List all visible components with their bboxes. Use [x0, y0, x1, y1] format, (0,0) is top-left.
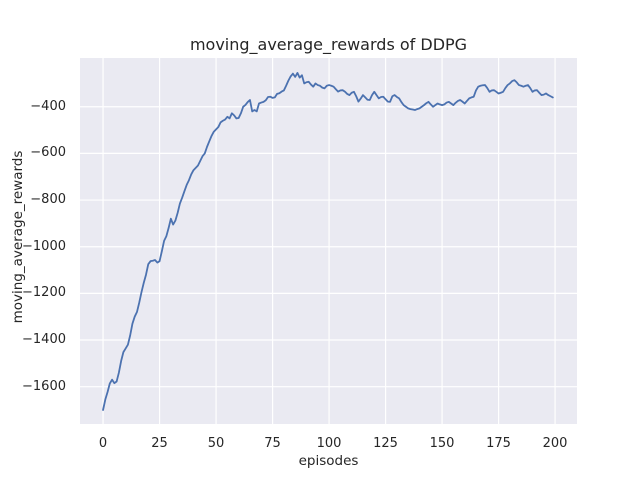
x-axis-label: episodes [298, 453, 359, 469]
y-tick-label: −600 [30, 145, 66, 161]
y-tick-label: −1000 [22, 238, 66, 254]
chart-title: moving_average_rewards of DDPG [189, 35, 468, 54]
data-line [102, 72, 554, 411]
x-tick-label: 100 [316, 436, 342, 451]
chart-canvas [80, 58, 577, 424]
y-tick-label: −800 [30, 192, 66, 208]
y-tick-label: −400 [30, 98, 66, 114]
y-tick-label: −1400 [22, 332, 66, 348]
plot-area [80, 58, 577, 424]
x-tick-label: 75 [264, 436, 281, 451]
x-tick-label: 50 [207, 436, 225, 451]
y-tick-label: −1600 [22, 378, 66, 394]
y-tick-label: −1200 [22, 285, 66, 301]
x-tick-label: 0 [98, 436, 108, 451]
x-tick-label: 150 [429, 436, 455, 451]
x-tick-label: 125 [373, 436, 398, 451]
x-tick-label: 200 [542, 436, 568, 451]
x-tick-label: 25 [151, 436, 168, 451]
x-tick-label: 175 [486, 436, 511, 451]
